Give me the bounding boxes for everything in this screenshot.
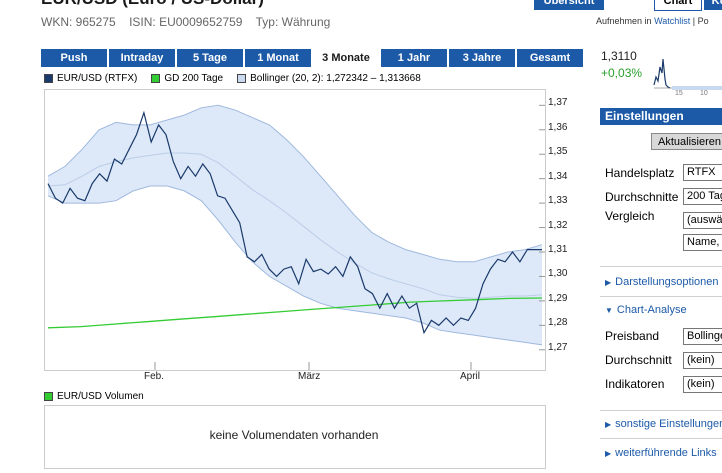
chart-analyse-label: Chart-Analyse — [616, 304, 687, 316]
tab-gesamt[interactable]: Gesamt — [517, 49, 583, 67]
nav-tab-overview[interactable]: Übersicht — [534, 0, 604, 10]
durchschnitte-label: Durchschnitte — [605, 190, 679, 204]
volume-label: EUR/USD Volumen — [57, 391, 144, 402]
legend-series-swatch — [44, 74, 53, 83]
bollinger-middle-line — [47, 152, 543, 299]
durchschnitt-label: Durchschnitt — [605, 353, 672, 367]
bollinger-upper-line — [47, 104, 543, 263]
indikatoren-select[interactable]: (kein) — [683, 376, 722, 393]
legend-bollinger-label: Bollinger (20, 2): 1,272342 – 1,313668 — [250, 73, 421, 84]
legend-bollinger-swatch — [237, 74, 247, 83]
price-chart — [44, 89, 546, 371]
y-tick-label: 1,31 — [548, 244, 568, 255]
tab-push[interactable]: Push — [41, 49, 107, 67]
durchschnitte-select[interactable]: 200 Tage — [683, 188, 722, 205]
divider — [600, 266, 722, 267]
legend-series: EUR/USD (RTFX) — [44, 73, 137, 84]
weiterfuehrende-links-label: weiterführende Links — [615, 447, 717, 459]
vergleich-label: Vergleich — [605, 209, 655, 223]
tab-1-jahr[interactable]: 1 Jahr — [381, 49, 447, 67]
gd200-line — [47, 297, 543, 329]
type-label: Typ: Währung — [255, 15, 331, 29]
mini-chart[interactable]: 15 10 — [650, 45, 722, 97]
chevron-down-icon: ▼ — [605, 306, 613, 315]
instrument-meta: WKN: 965275 ISIN: EU0009652759 Typ: Währ… — [41, 15, 340, 29]
vergleich-input[interactable]: Name, WKN — [683, 234, 722, 251]
y-tick-label: 1,35 — [548, 146, 568, 158]
mini-tick-1: 15 — [675, 90, 683, 97]
legend-gd-label: GD 200 Tage — [164, 73, 224, 84]
sonstige-einstellungen-toggle[interactable]: ▶ sonstige Einstellungen — [605, 418, 722, 430]
volume-chart — [44, 405, 546, 469]
y-tick-label: 1,36 — [548, 121, 568, 133]
watchlist-suffix: | Po — [692, 16, 709, 26]
watchlist-link[interactable]: Watchlist — [654, 16, 691, 26]
durchschnitt-select[interactable]: (kein) — [683, 352, 722, 369]
darstellungsoptionen-label: Darstellungsoptionen — [615, 276, 719, 288]
vergleich-select[interactable]: (auswählen) — [683, 212, 722, 229]
current-price: 1,3110 — [601, 49, 637, 63]
darstellungsoptionen-toggle[interactable]: ▶ Darstellungsoptionen — [605, 276, 719, 288]
legend-gd-swatch — [151, 74, 161, 83]
tab-3-jahre[interactable]: 3 Jahre — [449, 49, 515, 67]
volume-legend-item: EUR/USD Volumen — [44, 391, 144, 402]
chart-analyse-toggle[interactable]: ▼ Chart-Analyse — [605, 304, 687, 316]
y-tick-label: 1,28 — [548, 317, 568, 329]
watchlist-bar: Aufnehmen in Watchlist | Po — [596, 16, 709, 26]
wkn-label: WKN: 965275 — [41, 15, 116, 29]
y-tick-label: 1,34 — [548, 170, 568, 182]
volume-legend: EUR/USD Volumen — [44, 391, 158, 402]
y-tick-label: 1,30 — [548, 268, 568, 280]
y-tick-label: 1,29 — [548, 292, 568, 304]
page-title: EUR/USD (Euro / US-Dollar) — [41, 0, 264, 9]
weiterfuehrende-links-toggle[interactable]: ▶ weiterführende Links — [605, 447, 717, 459]
legend-series-label: EUR/USD (RTFX) — [57, 73, 138, 84]
time-range-tabs: Push Intraday 5 Tage 1 Monat 3 Monate 1 … — [41, 49, 585, 67]
divider — [600, 410, 722, 411]
nav-tab-more[interactable]: Ku — [704, 0, 722, 10]
legend-gd: GD 200 Tage — [151, 73, 223, 84]
volume-swatch — [44, 392, 53, 401]
y-tick-label: 1,27 — [548, 341, 568, 353]
x-tick-label: April — [460, 371, 481, 382]
handelsplatz-label: Handelsplatz — [605, 166, 675, 180]
bollinger-band-area — [48, 105, 542, 345]
y-tick-label: 1,37 — [548, 97, 568, 109]
settings-panel-title: Einstellungen — [600, 108, 722, 125]
tab-intraday[interactable]: Intraday — [109, 49, 175, 67]
isin-label: ISIN: EU0009652759 — [129, 15, 243, 29]
watchlist-prefix: Aufnehmen in — [596, 16, 652, 26]
x-tick-label: Feb. — [144, 371, 165, 382]
bollinger-lower-line — [47, 185, 543, 346]
divider — [600, 296, 722, 297]
handelsplatz-select[interactable]: RTFX — [683, 164, 722, 181]
chevron-right-icon: ▶ — [605, 449, 612, 458]
legend-bollinger: Bollinger (20, 2): 1,272342 – 1,313668 — [237, 73, 421, 84]
volume-empty-message: keine Volumendaten vorhanden — [209, 428, 379, 442]
price-chart-svg — [47, 104, 545, 370]
nav-tab-chart[interactable]: Chart — [654, 0, 702, 11]
chevron-right-icon: ▶ — [605, 278, 612, 287]
tab-5-tage[interactable]: 5 Tage — [177, 49, 243, 67]
y-tick-label: 1,33 — [548, 195, 568, 207]
sonstige-einstellungen-label: sonstige Einstellungen — [615, 418, 722, 430]
eurusd-series-line — [47, 110, 542, 335]
tab-3-monate[interactable]: 3 Monate — [313, 49, 379, 67]
tab-1-monat[interactable]: 1 Monat — [245, 49, 311, 67]
preisband-select[interactable]: Bollinger — [683, 328, 722, 345]
mini-chart-svg: 15 10 — [650, 45, 722, 97]
mini-tick-2: 10 — [700, 90, 708, 97]
preisband-label: Preisband — [605, 329, 660, 343]
y-tick-label: 1,32 — [548, 219, 568, 231]
divider — [600, 438, 722, 439]
indikatoren-label: Indikatoren — [605, 377, 665, 391]
x-tick-label: März — [298, 371, 321, 382]
chart-legend: EUR/USD (RTFX) GD 200 Tage Bollinger (20… — [44, 73, 435, 84]
chevron-right-icon: ▶ — [605, 420, 612, 429]
price-change: +0,03% — [601, 66, 643, 80]
refresh-button[interactable]: Aktualisieren — [651, 133, 722, 150]
